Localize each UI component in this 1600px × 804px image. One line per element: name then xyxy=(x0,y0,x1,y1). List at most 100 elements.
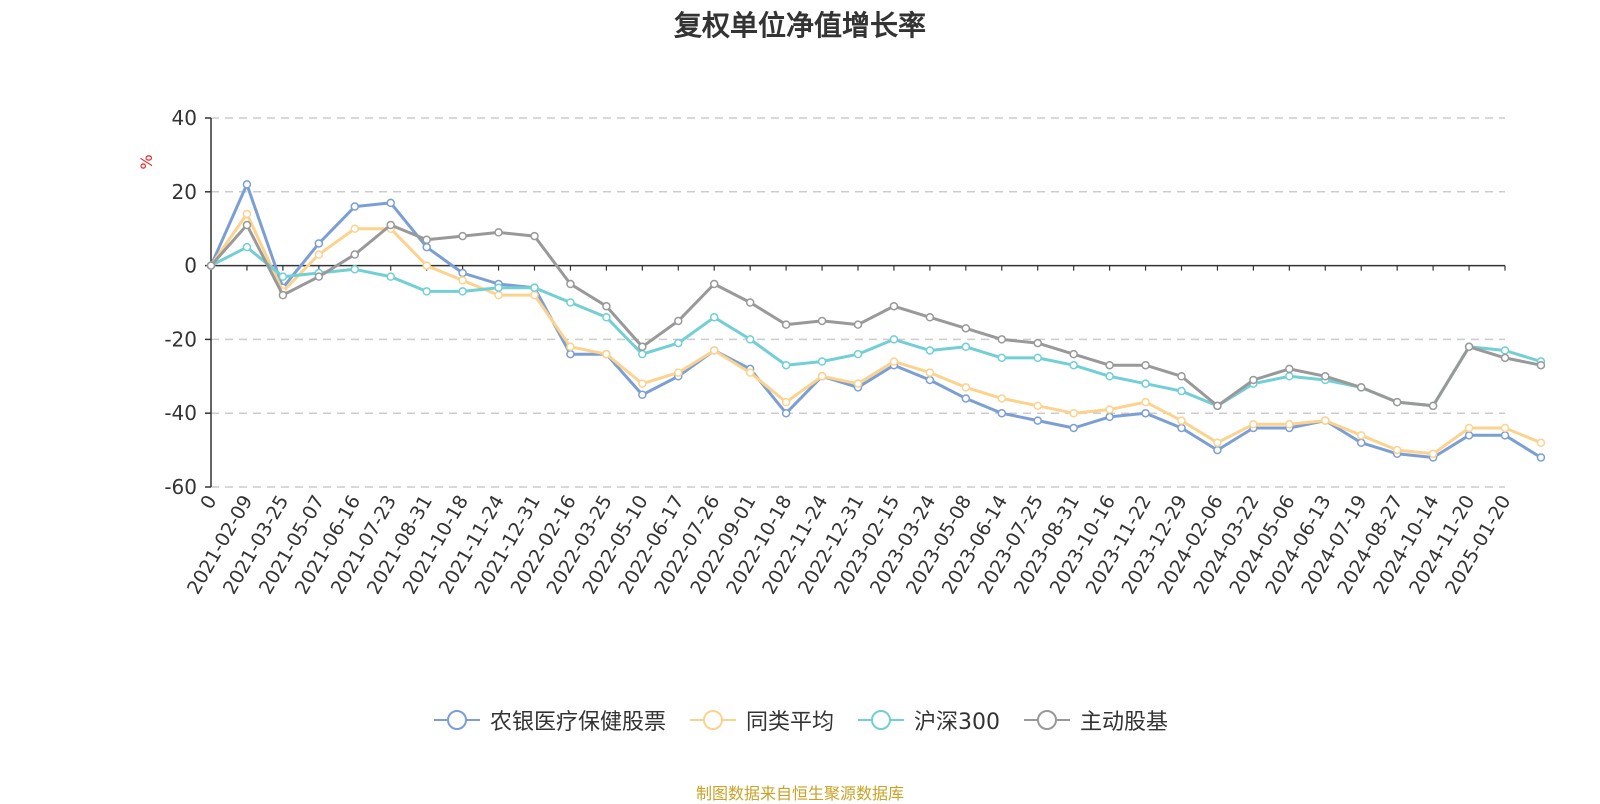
data-point xyxy=(997,353,1007,363)
data-point xyxy=(530,231,539,241)
y-axis-unit: % xyxy=(137,154,156,169)
data-point xyxy=(638,390,647,399)
data-point xyxy=(889,335,899,344)
data-point xyxy=(1177,423,1186,433)
legend-marker xyxy=(446,710,467,730)
data-point xyxy=(242,209,252,219)
series-line-2 xyxy=(210,245,1542,408)
data-point xyxy=(1285,420,1294,429)
legend-label: 农银医疗保健股票 xyxy=(489,710,666,735)
data-point xyxy=(278,272,288,281)
legend-item[interactable]: 主动股基 xyxy=(1022,704,1168,736)
data-point xyxy=(1033,401,1042,411)
data-point xyxy=(817,316,827,326)
data-point xyxy=(817,372,827,381)
y-tick-label: 40 xyxy=(172,106,197,130)
data-point xyxy=(709,346,719,355)
data-point xyxy=(1392,445,1402,455)
data-point xyxy=(1285,372,1294,381)
data-point xyxy=(1428,449,1438,459)
data-point xyxy=(602,349,611,359)
data-point xyxy=(1392,397,1402,407)
data-point xyxy=(1356,383,1366,392)
data-point xyxy=(709,279,719,289)
data-point xyxy=(925,313,935,322)
data-point xyxy=(1213,438,1222,447)
legend-marker xyxy=(702,710,723,730)
data-point xyxy=(458,231,467,241)
data-point xyxy=(961,394,971,403)
data-point xyxy=(781,320,791,329)
legend-swatch xyxy=(858,710,904,730)
y-tick-label: -40 xyxy=(164,401,197,425)
data-point xyxy=(1356,431,1366,440)
data-point xyxy=(997,408,1007,418)
y-tick-label: -20 xyxy=(164,327,197,351)
data-point xyxy=(566,298,575,307)
data-point xyxy=(530,283,539,292)
data-point xyxy=(1177,416,1186,425)
data-point xyxy=(314,272,324,281)
data-point xyxy=(674,368,683,377)
data-point xyxy=(638,379,647,388)
data-point xyxy=(1177,372,1186,381)
data-point xyxy=(1069,349,1078,359)
tick-labels: -60-40-200204002021-02-092021-03-252021-… xyxy=(164,106,1515,598)
x-tick-label: 0 xyxy=(196,492,221,513)
data-point xyxy=(1500,423,1510,433)
line-chart: % -60-40-200204002021-02-092021-03-25202… xyxy=(137,106,1546,598)
data-point xyxy=(1141,408,1150,418)
series-line-3 xyxy=(209,223,1542,408)
data-point xyxy=(925,368,935,377)
legend-item[interactable]: 沪深300 xyxy=(856,704,1000,736)
data-point xyxy=(925,346,935,355)
data-point xyxy=(997,394,1007,403)
data-point xyxy=(1536,360,1546,370)
legend-swatch xyxy=(1024,710,1070,730)
data-point xyxy=(386,198,395,208)
data-point xyxy=(1536,438,1546,447)
grid-lines xyxy=(211,117,1505,488)
data-point xyxy=(638,342,647,352)
data-point xyxy=(458,268,467,278)
data-point xyxy=(1500,431,1510,440)
series-line-1 xyxy=(209,212,1542,456)
data-point xyxy=(961,383,971,392)
data-point xyxy=(242,220,252,230)
data-point xyxy=(1069,360,1078,370)
data-point xyxy=(1536,453,1546,462)
data-point xyxy=(781,408,791,418)
data-point xyxy=(817,357,827,366)
data-point xyxy=(1141,360,1150,370)
data-point xyxy=(1141,397,1150,407)
data-point xyxy=(278,290,288,300)
data-point xyxy=(781,397,791,407)
data-point xyxy=(1464,423,1474,433)
y-tick-label: 20 xyxy=(172,180,197,204)
data-point xyxy=(1321,372,1330,381)
data-point xyxy=(566,349,575,359)
data-point xyxy=(925,375,935,385)
data-point xyxy=(781,360,791,370)
data-point xyxy=(458,287,467,296)
data-point xyxy=(530,290,539,300)
legend-label: 同类平均 xyxy=(745,710,834,735)
data-point xyxy=(709,313,719,322)
data-point xyxy=(1177,386,1186,396)
data-point xyxy=(566,279,575,289)
data-point xyxy=(1213,401,1222,411)
legend-item[interactable]: 同类平均 xyxy=(688,704,834,736)
legend-swatch xyxy=(689,710,736,730)
data-point xyxy=(566,342,575,352)
data-point xyxy=(1105,405,1114,414)
legend-marker xyxy=(871,710,891,730)
legend-item[interactable]: 农银医疗保健股票 xyxy=(432,704,666,736)
legend-marker xyxy=(1037,710,1057,730)
series-lines xyxy=(206,180,1546,462)
chart-title: 复权单位净值增长率 xyxy=(673,9,926,42)
data-point xyxy=(1105,360,1114,370)
data-point xyxy=(1500,346,1510,355)
data-point xyxy=(1105,372,1114,381)
data-point xyxy=(350,250,360,259)
data-point xyxy=(889,357,899,366)
